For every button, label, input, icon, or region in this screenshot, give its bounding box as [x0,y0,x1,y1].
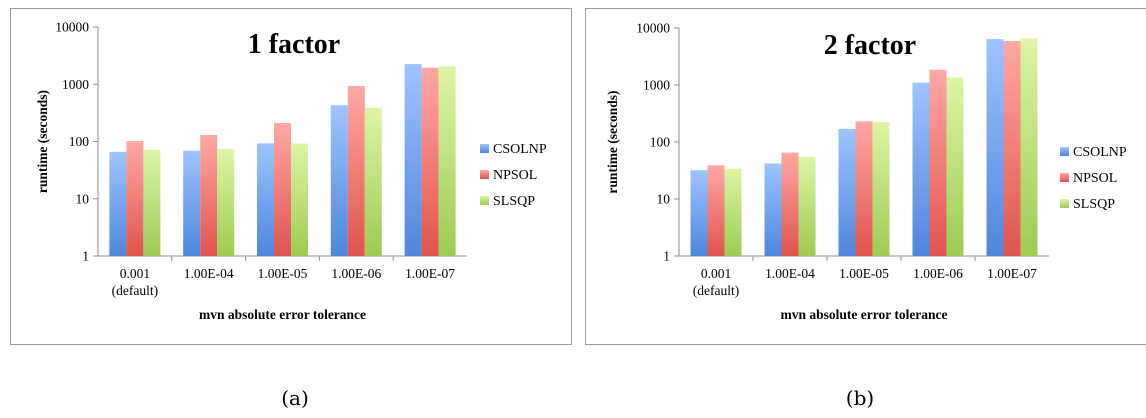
y-tick-label: 10 [657,192,671,207]
y-tick-label: 100 [650,135,671,150]
bar-csolnp [183,150,201,256]
bar-csolnp [257,143,274,256]
chart-panel-b: 1 10 100 1000 10000 0.001 (default) 1.00E-04 1.0… [585,8,1146,345]
bar-slsqp [143,149,161,256]
x-tick-label: 1.00E-04 [765,266,815,281]
legend-label-npsol: NPSOL [1073,171,1117,186]
bar-csolnp [404,64,422,256]
y-axis-label: runtime (seconds) [35,90,50,193]
bar-csolnp [986,39,1004,256]
bar-slsqp [946,77,964,256]
bar-csolnp [838,128,856,256]
y-tick-label: 1 [663,249,670,264]
x-tick-label: 1.00E-05 [258,266,308,281]
bar-csolnp [690,170,708,256]
y-axis-label: runtime (seconds) [605,90,620,193]
x-tick-label: (default) [112,283,158,298]
bar-slsqp [364,107,382,256]
chart-svg-b: 1 10 100 1000 10000 0.001 (default) 1.00E-04 1.0… [605,21,1127,323]
legend-label-npsol: NPSOL [493,168,537,183]
x-tick-label: 0.001 [701,266,731,281]
bar-slsqp [1020,38,1038,256]
bar-csolnp [912,82,930,256]
x-tick-label: (default) [693,283,739,298]
chart-svg-a: 1 10 100 1000 10000 0.001 (default) 1.00E-04 1.0… [35,20,547,323]
y-tick-label: 10000 [636,21,670,36]
y-tick-label: 100 [69,134,90,149]
bar-npsol [200,134,218,256]
bar-npsol [1003,41,1021,257]
legend-swatch-npsol [1060,173,1069,182]
subfigure-label-b: (b) [845,386,875,410]
y-tick-label: 1 [82,249,89,264]
y-tick-label: 10 [76,191,90,206]
x-tick-label: 1.00E-07 [987,266,1037,281]
bar-slsqp [872,121,890,256]
bar-npsol [347,86,365,256]
y-tick-label: 1000 [62,77,89,92]
x-tick-label: 1.00E-04 [184,266,234,281]
bar-slsqp [291,143,308,256]
y-tick-label: 1000 [643,78,670,93]
chart-title: 1 factor [248,29,341,60]
bar-npsol [707,165,725,256]
x-axis-label: mvn absolute error tolerance [199,307,366,322]
bar-csolnp [109,151,127,256]
x-tick-label: 1.00E-07 [405,266,455,281]
legend-label-slsqp: SLSQP [493,194,535,209]
bar-slsqp [217,148,235,256]
bar-csolnp [764,163,782,256]
x-tick-label: 0.001 [120,266,150,281]
chart-panel-a: 1 10 100 1000 10000 0.001 (default) 1.00E-04 1.0… [10,8,572,345]
bar-slsqp [798,156,816,256]
bar-slsqp [724,168,742,256]
chart-title: 2 factor [824,30,917,61]
bar-npsol [421,67,439,256]
legend-swatch-slsqp [480,196,489,205]
x-tick-label: 1.00E-06 [913,266,963,281]
bar-npsol [274,123,291,256]
y-tick-label: 10000 [55,20,89,35]
bar-slsqp [438,66,456,256]
bar-npsol [781,152,799,256]
legend-swatch-npsol [480,170,489,179]
bar-npsol [126,141,144,256]
legend-swatch-csolnp [1060,147,1069,156]
legend-label-csolnp: CSOLNP [493,142,547,157]
x-tick-label: 1.00E-05 [839,266,889,281]
bar-csolnp [330,105,348,256]
legend-swatch-csolnp [480,144,489,153]
legend-label-csolnp: CSOLNP [1073,145,1127,160]
x-axis-label: mvn absolute error tolerance [780,307,947,322]
subfigure-label-a: (a) [281,386,309,410]
bar-npsol [929,69,947,256]
legend-swatch-slsqp [1060,199,1069,208]
x-tick-label: 1.00E-06 [331,266,381,281]
bar-npsol [855,121,873,256]
legend-label-slsqp: SLSQP [1073,197,1115,212]
